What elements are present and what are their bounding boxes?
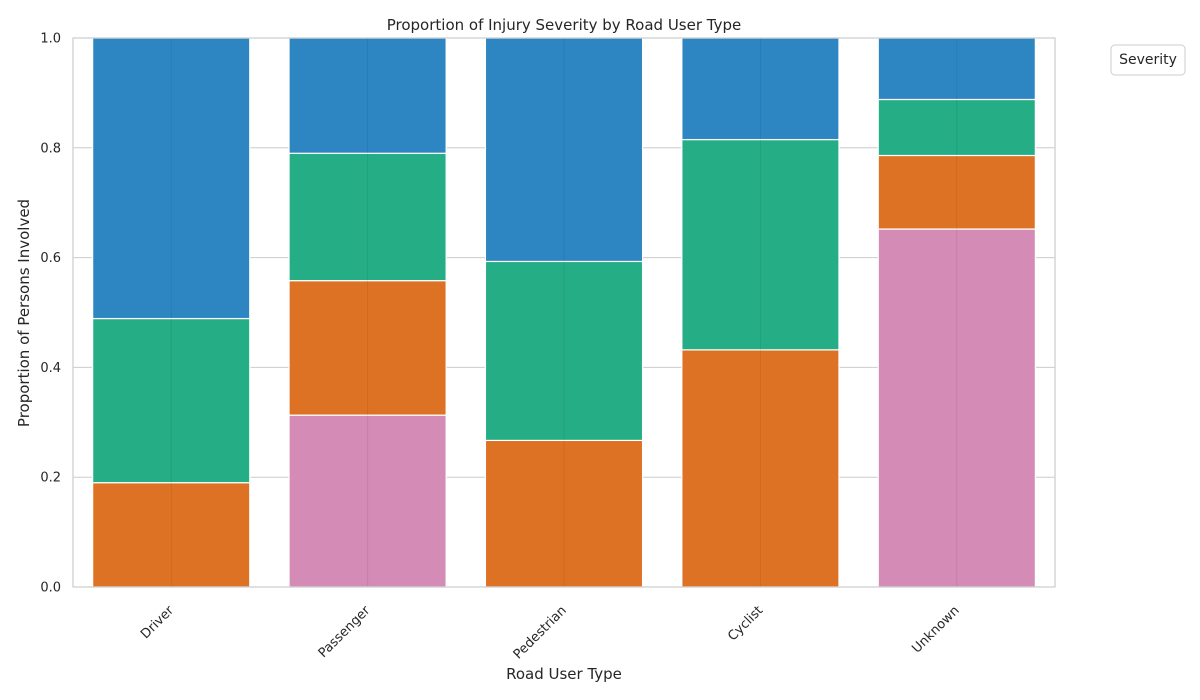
y-tick-label: 0.0 bbox=[40, 581, 61, 596]
x-tick-label: Pedestrian bbox=[511, 603, 570, 662]
legend-title: Severity bbox=[1119, 52, 1177, 68]
bar-segment bbox=[288, 280, 447, 416]
legend[interactable]: Severity bbox=[1110, 44, 1186, 76]
y-axis-label: Proportion of Persons Involved bbox=[15, 199, 33, 427]
bar-segment bbox=[288, 152, 447, 282]
y-tick-label: 0.4 bbox=[40, 361, 61, 376]
plot-frame bbox=[72, 37, 1056, 588]
x-tick-label: Driver bbox=[138, 603, 177, 642]
bars bbox=[92, 37, 1036, 588]
y-tick-label: 0.6 bbox=[40, 251, 61, 266]
bar-segment bbox=[681, 37, 840, 141]
bar-segment bbox=[288, 414, 447, 588]
x-tick-label: Unknown bbox=[909, 603, 962, 656]
bar-segment bbox=[484, 260, 644, 442]
bar-segment bbox=[681, 349, 840, 588]
bar-segment bbox=[484, 37, 644, 263]
x-ticks: Driver Passenger Pedestrian Cyclist Unknown bbox=[138, 603, 963, 663]
y-ticks: 0.0 0.2 0.4 0.6 0.8 1.0 bbox=[40, 32, 61, 596]
legend-box bbox=[1110, 44, 1186, 76]
bar-segment bbox=[288, 37, 447, 154]
x-tick-label: Cyclist bbox=[725, 603, 766, 644]
y-tick-label: 1.0 bbox=[40, 32, 61, 47]
x-axis-label: Road User Type bbox=[506, 665, 622, 683]
bar-segment bbox=[681, 138, 840, 351]
bar-segment bbox=[877, 37, 1036, 101]
x-tick-label: Passenger bbox=[316, 603, 374, 661]
bar-segment bbox=[92, 317, 251, 484]
y-tick-label: 0.8 bbox=[40, 141, 61, 156]
y-tick-label: 0.2 bbox=[40, 471, 61, 486]
bar-segment bbox=[484, 439, 644, 588]
bar-segment bbox=[877, 98, 1036, 157]
chart-title: Proportion of Injury Severity by Road Us… bbox=[387, 16, 742, 34]
bar-segment bbox=[92, 37, 251, 320]
